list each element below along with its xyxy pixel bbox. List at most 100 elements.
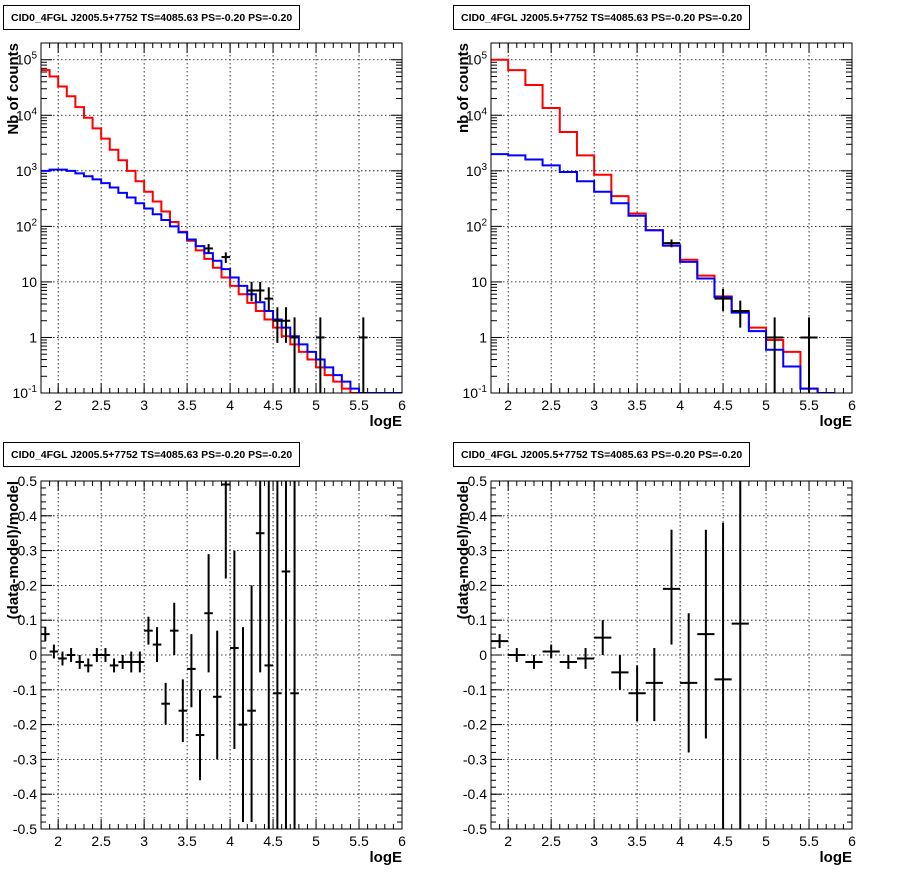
x-tick-label: 3.5 xyxy=(177,833,197,849)
x-tick-label: 5 xyxy=(762,397,770,413)
x-tick-label: 5.5 xyxy=(349,397,369,413)
data-point xyxy=(628,665,646,722)
x-tick-label: 5.5 xyxy=(799,397,819,413)
y-tick-label: 105 xyxy=(16,51,38,68)
y-tick-label: 104 xyxy=(16,106,38,123)
data-point xyxy=(290,481,299,829)
y-tick-label: -0.3 xyxy=(13,751,37,767)
y-tick-label: 0.3 xyxy=(468,543,488,559)
x-tick-label: 5 xyxy=(762,833,770,849)
x-tick-label: 4.5 xyxy=(263,397,283,413)
y-tick-label: 0.1 xyxy=(468,612,488,628)
y-tick-label: 0.4 xyxy=(18,508,38,524)
y-tick-label: 103 xyxy=(466,162,488,179)
data-point xyxy=(508,648,526,662)
x-axis-label: logE xyxy=(370,849,403,866)
plot-frame xyxy=(40,42,403,394)
data-point xyxy=(281,307,291,343)
pad-title-top-right: CID0_4FGL J2005.5+7752 TS=4085.63 PS=-0.… xyxy=(453,5,751,30)
x-tick-label: 4.5 xyxy=(263,833,283,849)
data-point xyxy=(230,550,239,749)
data-point xyxy=(75,655,84,669)
x-tick-label: 3.5 xyxy=(627,397,647,413)
y-tick-label: 0.5 xyxy=(18,473,38,489)
y-tick-label: -0.1 xyxy=(463,682,487,698)
data-point xyxy=(645,648,663,722)
data-point xyxy=(212,630,222,760)
x-tick-label: 5.5 xyxy=(799,833,819,849)
data-point xyxy=(255,281,265,302)
data-point xyxy=(144,616,153,645)
x-tick-label: 4 xyxy=(226,833,234,849)
data-point xyxy=(83,658,93,673)
y-axis-label: (data-model)/model xyxy=(5,481,22,619)
data-point xyxy=(109,658,119,673)
y-tick-label: 0.4 xyxy=(468,508,488,524)
y-tick-label: 1 xyxy=(29,329,37,345)
y-tick-label: 10 xyxy=(21,274,37,290)
histogram-series-0 xyxy=(41,69,402,393)
data-point xyxy=(152,627,162,662)
data-point xyxy=(238,627,248,823)
pad-title-top-left: CID0_4FGL J2005.5+7752 TS=4085.63 PS=-0.… xyxy=(3,5,301,30)
data-point xyxy=(66,648,76,662)
x-tick-label: 3 xyxy=(590,833,598,849)
data-point xyxy=(611,655,629,690)
y-axis-label: (data-model)/model xyxy=(455,481,472,619)
x-tick-label: 4.5 xyxy=(713,397,733,413)
data-point xyxy=(178,679,188,742)
x-tick-label: 5 xyxy=(312,833,320,849)
data-point xyxy=(221,252,231,263)
data-point xyxy=(264,287,274,311)
x-tick-label: 2.5 xyxy=(91,397,111,413)
x-axis-label: logE xyxy=(820,413,853,430)
data-point xyxy=(281,481,291,829)
y-tick-label: 0.5 xyxy=(468,473,488,489)
data-point xyxy=(247,585,256,823)
data-point xyxy=(800,317,818,393)
data-point xyxy=(359,317,368,393)
data-point xyxy=(221,481,231,579)
y-tick-label: 1 xyxy=(479,329,487,345)
pad-title-bottom-right: CID0_4FGL J2005.5+7752 TS=4085.63 PS=-0.… xyxy=(453,442,751,467)
x-tick-label: 4 xyxy=(676,833,684,849)
data-point xyxy=(135,651,145,673)
x-tick-label: 2.5 xyxy=(91,833,111,849)
x-tick-label: 5.5 xyxy=(349,833,369,849)
data-point xyxy=(766,317,784,393)
data-point xyxy=(542,644,560,659)
x-tick-label: 2 xyxy=(504,833,512,849)
y-axis-label: Nb of counts xyxy=(5,43,22,135)
y-tick-label: -0.2 xyxy=(463,717,487,733)
x-tick-label: 2 xyxy=(54,833,62,849)
y-tick-label: 103 xyxy=(16,162,38,179)
data-point xyxy=(594,620,612,655)
plot-frame xyxy=(490,480,853,830)
y-tick-label: 0.2 xyxy=(18,577,38,593)
data-point xyxy=(187,634,196,708)
data-point xyxy=(714,288,732,311)
data-point xyxy=(273,481,282,829)
data-point xyxy=(49,644,59,659)
data-point xyxy=(255,481,265,673)
data-point xyxy=(247,281,256,302)
y-tick-label: 10-1 xyxy=(463,384,488,401)
y-tick-label: -0.1 xyxy=(13,682,37,698)
data-point xyxy=(316,317,325,393)
x-tick-label: 6 xyxy=(398,833,406,849)
x-tick-label: 2.5 xyxy=(541,833,561,849)
x-tick-label: 6 xyxy=(848,833,856,849)
data-point xyxy=(290,317,299,393)
y-tick-label: 102 xyxy=(466,217,488,234)
y-tick-label: 0.3 xyxy=(18,543,38,559)
data-point xyxy=(680,613,698,753)
data-point xyxy=(204,554,213,673)
y-tick-label: 104 xyxy=(466,106,488,123)
data-point xyxy=(491,634,509,649)
y-tick-label: -0.5 xyxy=(463,821,487,837)
data-point xyxy=(559,655,577,669)
data-point xyxy=(264,481,274,829)
data-point xyxy=(662,529,681,645)
x-tick-label: 6 xyxy=(398,397,406,413)
pad-title-bottom-left: CID0_4FGL J2005.5+7752 TS=4085.63 PS=-0.… xyxy=(3,442,301,467)
